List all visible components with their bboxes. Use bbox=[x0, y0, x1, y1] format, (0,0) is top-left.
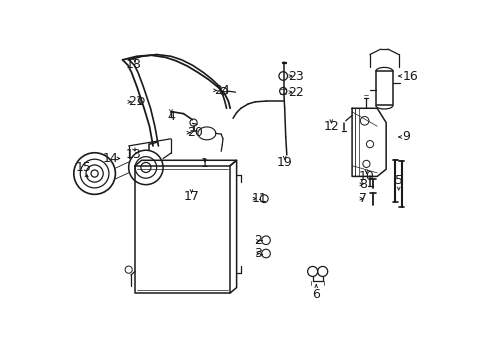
Text: 13: 13 bbox=[125, 148, 141, 161]
Text: 21: 21 bbox=[128, 95, 143, 108]
Text: 3: 3 bbox=[254, 247, 262, 260]
Text: 22: 22 bbox=[287, 86, 304, 99]
Text: 18: 18 bbox=[126, 58, 142, 71]
Text: 16: 16 bbox=[402, 69, 417, 82]
Bar bbox=[375, 71, 392, 105]
Text: 20: 20 bbox=[187, 126, 203, 139]
Text: 4: 4 bbox=[167, 110, 175, 123]
Text: 11: 11 bbox=[251, 192, 267, 205]
Text: 8: 8 bbox=[359, 178, 366, 191]
Text: 2: 2 bbox=[254, 234, 262, 247]
Text: 14: 14 bbox=[102, 152, 118, 165]
Text: 15: 15 bbox=[76, 161, 92, 174]
Text: 19: 19 bbox=[276, 156, 292, 168]
Text: 23: 23 bbox=[287, 69, 304, 82]
Text: 24: 24 bbox=[214, 84, 229, 97]
Text: 12: 12 bbox=[323, 120, 339, 133]
Text: 1: 1 bbox=[201, 157, 208, 170]
Text: 10: 10 bbox=[358, 170, 374, 183]
Text: 17: 17 bbox=[183, 190, 199, 203]
Text: 6: 6 bbox=[312, 288, 320, 301]
Text: 7: 7 bbox=[359, 192, 366, 205]
Text: 5: 5 bbox=[394, 174, 402, 187]
Text: 9: 9 bbox=[402, 130, 409, 144]
